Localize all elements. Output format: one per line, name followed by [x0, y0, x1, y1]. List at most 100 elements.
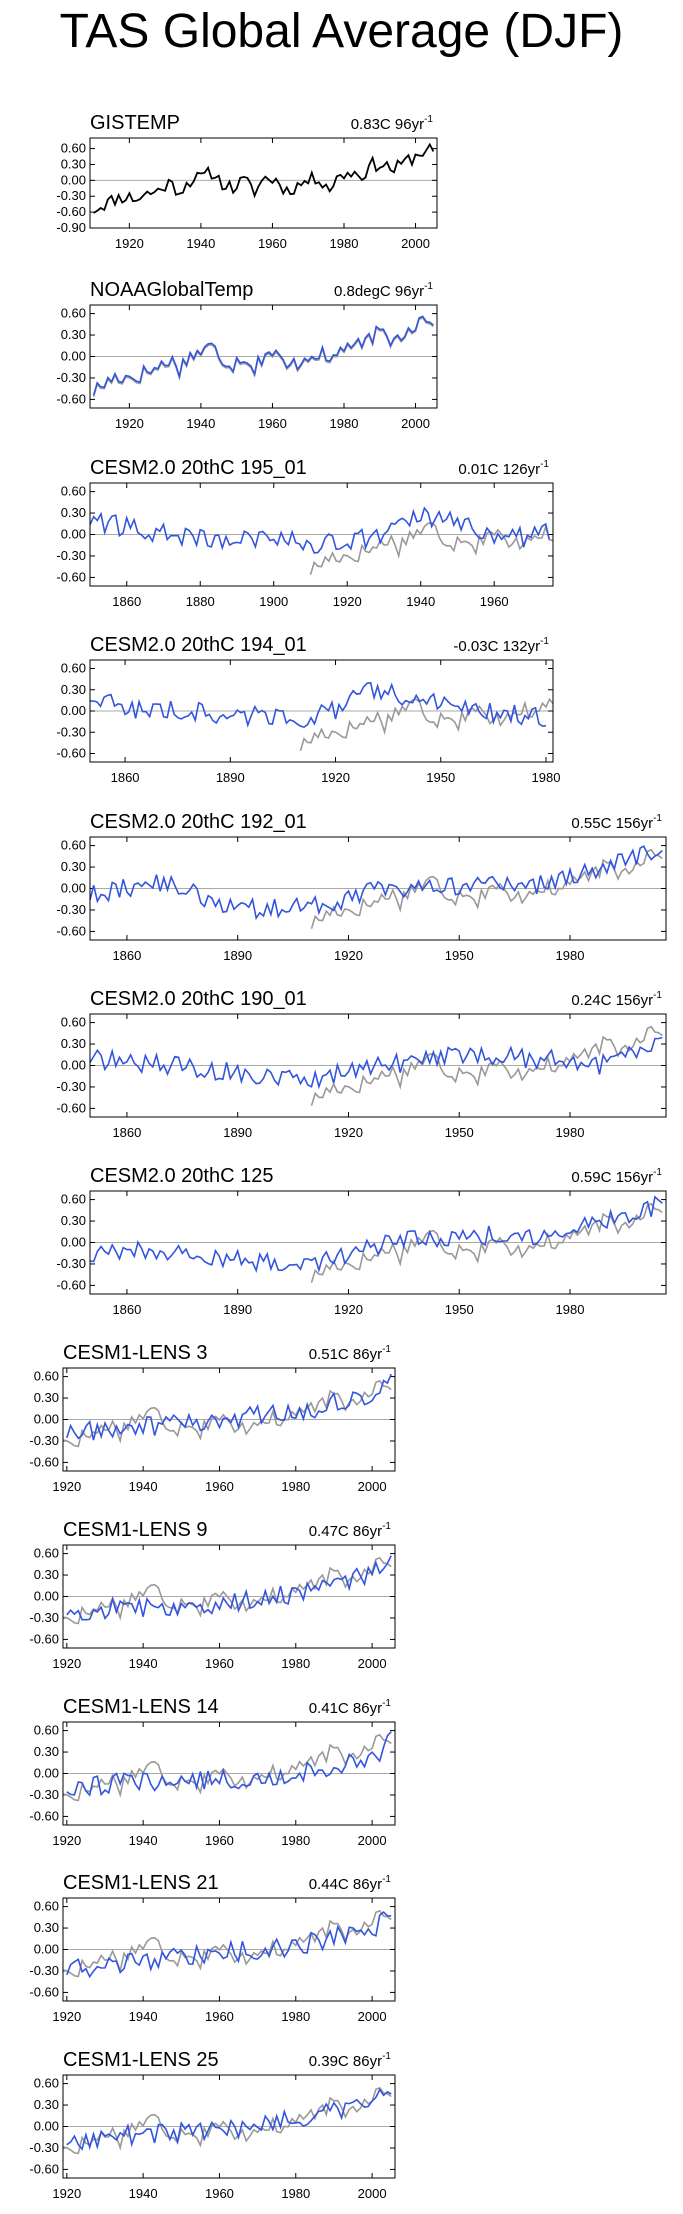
- plot-frame: [89, 1013, 667, 1118]
- x-tick-label: 1920: [52, 2186, 81, 2201]
- y-tick-label: -0.60: [56, 1277, 86, 1292]
- panel-trend: 0.39C 86yr-1: [309, 2051, 392, 2070]
- y-tick-label: 0.00: [61, 1058, 86, 1073]
- series-line-model: [66, 1373, 392, 1441]
- y-tick-label: -0.30: [56, 370, 86, 385]
- x-tick-label: 1960: [205, 1479, 234, 1494]
- y-tick-label: 0.30: [61, 327, 86, 342]
- x-tick-label: 2000: [401, 416, 430, 431]
- x-tick-label: 1920: [321, 770, 350, 785]
- x-tick-label: 1860: [111, 770, 140, 785]
- x-tick-label: 1940: [186, 236, 215, 251]
- y-tick-label: 0.00: [34, 1766, 59, 1781]
- x-tick-label: 2000: [401, 236, 430, 251]
- x-tick-label: 1940: [129, 2186, 158, 2201]
- x-tick-label: 2000: [358, 1833, 387, 1848]
- panel-1: NOAAGlobalTemp 0.8degC 96yr-1 0.60 0.30 0.00…: [56, 279, 438, 431]
- y-tick-label: -0.60: [29, 2161, 59, 2176]
- y-tick-label: 0.60: [61, 141, 86, 156]
- y-tick-label: 0.30: [61, 1036, 86, 1051]
- series-line-model: [89, 506, 551, 554]
- x-tick-label: 1940: [186, 416, 215, 431]
- y-tick-label: -0.60: [29, 1808, 59, 1823]
- x-tick-label: 1980: [556, 1302, 585, 1317]
- y-tick-label: 0.30: [61, 1213, 86, 1228]
- series-line-model: [89, 845, 663, 921]
- y-tick-label: -0.60: [56, 569, 86, 584]
- plot-frame: [62, 1897, 396, 2002]
- y-tick-label: 0.30: [61, 682, 86, 697]
- y-tick-label: 0.30: [61, 505, 86, 520]
- x-tick-label: 1860: [112, 1302, 141, 1317]
- x-tick-label: 1920: [52, 1656, 81, 1671]
- y-tick-label: 0.30: [34, 1390, 59, 1405]
- y-tick-label: 0.30: [61, 859, 86, 874]
- x-tick-label: 1860: [112, 1125, 141, 1140]
- y-tick-label: 0.00: [61, 527, 86, 542]
- x-tick-label: 1940: [406, 594, 435, 609]
- panel-title: CESM1-LENS 14: [63, 1696, 219, 1718]
- y-tick-label: 0.60: [34, 2076, 59, 2091]
- y-tick-label: 0.60: [61, 306, 86, 321]
- x-tick-label: 1920: [52, 2009, 81, 2024]
- series-line-obs-overlay: [62, 2086, 392, 2155]
- x-tick-label: 1960: [205, 2009, 234, 2024]
- trend-exponent: -1: [653, 990, 662, 1001]
- x-tick-label: 1890: [223, 1125, 252, 1140]
- series-line-gistemp: [93, 142, 435, 214]
- x-tick-label: 1980: [556, 1125, 585, 1140]
- panel-trend: 0.83C 96yr-1: [351, 114, 434, 133]
- y-tick-label: 0.60: [61, 661, 86, 676]
- y-tick-label: -0.60: [29, 1631, 59, 1646]
- x-tick-label: 2000: [358, 1656, 387, 1671]
- panel-title: CESM2.0 20thC 192_01: [90, 811, 307, 833]
- panel-trend: 0.59C 156yr-1: [571, 1167, 662, 1186]
- y-tick-label: -0.30: [29, 1963, 59, 1978]
- panel-5: CESM2.0 20thC 190_01 0.24C 156yr-1 0.60 0.3…: [56, 988, 667, 1140]
- x-tick-label: 1960: [258, 416, 287, 431]
- y-tick-label: -0.60: [56, 204, 86, 219]
- x-tick-label: 1960: [205, 2186, 234, 2201]
- series-line-model: [89, 681, 547, 728]
- panel-title: CESM2.0 20thC 125: [90, 1165, 273, 1187]
- plot-frame: [62, 1367, 396, 1472]
- panel-trend: 0.01C 126yr-1: [458, 459, 549, 478]
- panel-title: CESM1-LENS 9: [63, 1519, 208, 1541]
- panel-title: NOAAGlobalTemp: [90, 279, 253, 301]
- x-tick-label: 2000: [358, 2009, 387, 2024]
- panel-0: GISTEMP 0.83C 96yr-1 0.600.300.00-0.30-0.6…: [56, 112, 438, 251]
- series-line-obs-overlay: [310, 848, 663, 929]
- series-line-obs-overlay: [309, 521, 554, 575]
- trend-exponent: -1: [540, 636, 549, 647]
- y-tick-label: 0.60: [34, 1899, 59, 1914]
- x-tick-label: 1860: [112, 948, 141, 963]
- plot-frame: [89, 304, 438, 409]
- panel-title: CESM1-LENS 25: [63, 2049, 219, 2071]
- y-tick-label: 0.60: [34, 1369, 59, 1384]
- series-line-obs-overlay: [299, 697, 554, 752]
- plot-frame: [89, 482, 554, 587]
- y-tick-label: -0.30: [29, 1433, 59, 1448]
- panel-10: CESM1-LENS 21 0.44C 86yr-1 0.60 0.30 0.00 -0.…: [29, 1872, 396, 2024]
- plot-frame: [89, 836, 667, 941]
- series-line-obs-overlay: [62, 1556, 392, 1625]
- panel-title: CESM2.0 20thC 194_01: [90, 634, 307, 656]
- trend-exponent: -1: [382, 1344, 391, 1355]
- panel-trend: 0.8degC 96yr-1: [334, 281, 433, 300]
- x-tick-label: 1920: [334, 948, 363, 963]
- x-tick-label: 1960: [480, 594, 509, 609]
- panel-11: CESM1-LENS 25 0.39C 86yr-1 0.60 0.30 0.00 -0.…: [29, 2049, 396, 2201]
- y-tick-label: -0.60: [56, 923, 86, 938]
- x-tick-label: 1980: [281, 2009, 310, 2024]
- trend-exponent: -1: [653, 1167, 662, 1178]
- y-tick-label: -0.60: [29, 1984, 59, 1999]
- y-tick-label: -0.30: [29, 1787, 59, 1802]
- y-tick-label: 0.00: [61, 703, 86, 718]
- y-tick-label: -0.30: [56, 724, 86, 739]
- x-tick-label: 1980: [330, 236, 359, 251]
- series-line-obs-overlay: [310, 1025, 663, 1106]
- y-tick-label: 0.60: [61, 1192, 86, 1207]
- x-tick-label: 1980: [281, 2186, 310, 2201]
- y-tick-label: 0.60: [34, 1723, 59, 1738]
- panel-trend: 0.55C 156yr-1: [571, 813, 662, 832]
